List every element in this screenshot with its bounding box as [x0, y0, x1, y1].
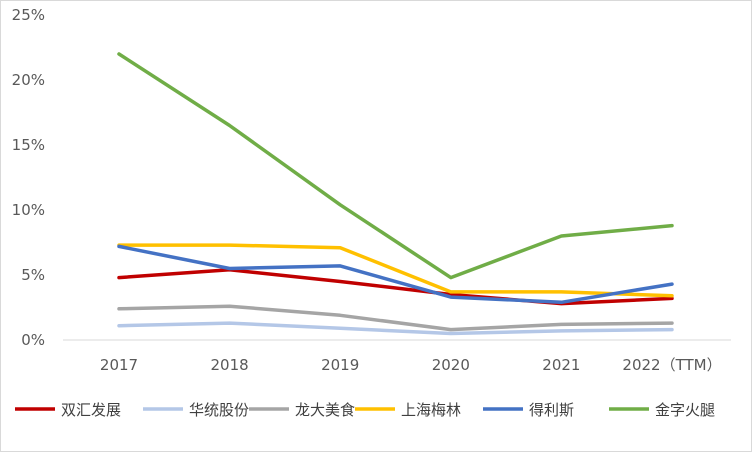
y-tick-label: 10% [12, 201, 45, 219]
series-line [117, 321, 674, 336]
series-line [117, 243, 674, 298]
y-axis-ticks: 0% 5% 10% 15% 20% 25% [12, 6, 45, 349]
x-tick-label: 2018 [211, 356, 249, 374]
legend-label: 上海梅林 [401, 401, 461, 419]
series-line [117, 52, 674, 280]
legend-label: 双汇发展 [61, 401, 121, 419]
x-axis-ticks: 2017 2018 2019 2020 2021 2022（TTM） [100, 356, 722, 374]
legend-label: 龙大美食 [295, 401, 355, 419]
x-tick-label: 2017 [100, 356, 138, 374]
y-tick-label: 0% [21, 331, 45, 349]
legend-label: 金字火腿 [655, 401, 715, 419]
x-tick-label: 2020 [432, 356, 470, 374]
x-tick-label: 2022（TTM） [622, 356, 721, 374]
series-lines [117, 52, 674, 336]
y-tick-label: 25% [12, 6, 45, 24]
y-tick-label: 15% [12, 136, 45, 154]
y-tick-label: 20% [12, 71, 45, 89]
y-tick-label: 5% [21, 266, 45, 284]
legend-label: 华统股份 [189, 401, 249, 419]
x-tick-label: 2019 [321, 356, 359, 374]
legend-label: 得利斯 [529, 401, 574, 419]
series-line [117, 268, 674, 306]
series-line [117, 304, 674, 332]
legend: 双汇发展 华统股份 龙大美食 上海梅林 得利斯 金字火腿 [15, 401, 715, 419]
x-tick-label: 2021 [542, 356, 580, 374]
series-line [117, 244, 674, 305]
